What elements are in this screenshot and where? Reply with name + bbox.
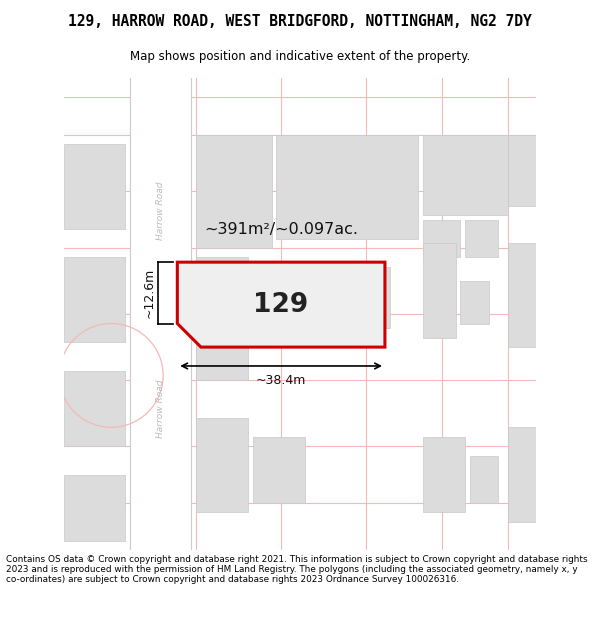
Bar xyxy=(64,371,125,446)
Polygon shape xyxy=(178,262,385,347)
Bar xyxy=(253,437,305,503)
Bar xyxy=(277,135,418,239)
Text: Contains OS data © Crown copyright and database right 2021. This information is : Contains OS data © Crown copyright and d… xyxy=(6,554,587,584)
Bar xyxy=(196,135,272,248)
Bar xyxy=(508,135,536,206)
Bar xyxy=(422,135,508,215)
Bar xyxy=(196,258,248,338)
Bar xyxy=(64,474,125,541)
Text: Map shows position and indicative extent of the property.: Map shows position and indicative extent… xyxy=(130,50,470,62)
Bar xyxy=(422,437,465,512)
Text: 129: 129 xyxy=(254,292,309,318)
Bar xyxy=(422,243,456,338)
Bar xyxy=(460,281,489,324)
Text: Harrow Road: Harrow Road xyxy=(156,379,165,438)
Bar xyxy=(64,258,125,343)
Bar xyxy=(196,342,248,380)
Bar xyxy=(470,456,498,503)
Text: ~12.6m: ~12.6m xyxy=(143,268,155,318)
Text: ~391m²/~0.097ac.: ~391m²/~0.097ac. xyxy=(204,222,358,237)
Bar xyxy=(465,219,498,258)
Bar xyxy=(253,267,281,328)
Bar xyxy=(64,144,125,229)
Text: Harrow Road: Harrow Road xyxy=(156,181,165,239)
Text: ~38.4m: ~38.4m xyxy=(256,374,307,387)
Bar xyxy=(130,78,191,550)
Bar xyxy=(196,418,248,512)
Bar xyxy=(422,219,460,258)
Bar xyxy=(508,243,536,347)
Bar xyxy=(286,267,389,328)
Bar xyxy=(508,428,536,522)
Text: 129, HARROW ROAD, WEST BRIDGFORD, NOTTINGHAM, NG2 7DY: 129, HARROW ROAD, WEST BRIDGFORD, NOTTIN… xyxy=(68,14,532,29)
